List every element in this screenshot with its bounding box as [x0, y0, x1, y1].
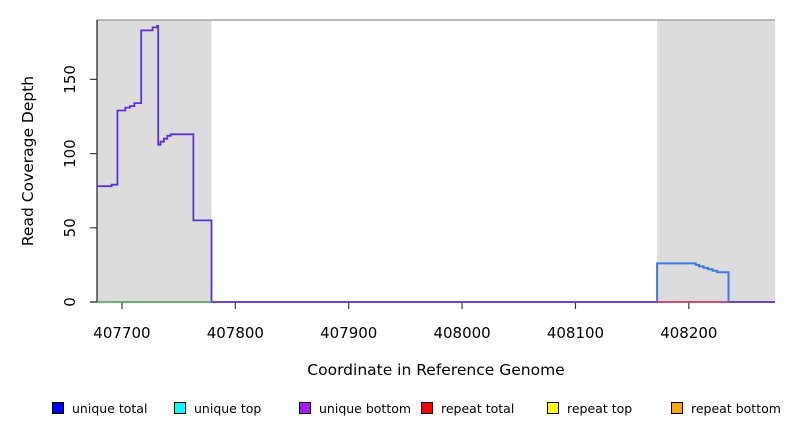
- legend-label: repeat top: [567, 400, 633, 416]
- legend-item-repeat-top: repeat top: [547, 399, 632, 417]
- series-unique-total: [656, 262, 730, 302]
- legend-label: repeat total: [441, 400, 515, 416]
- legend-swatch-icon: [52, 402, 64, 414]
- legend-swatch-icon: [174, 402, 186, 414]
- legend-label: repeat bottom: [691, 400, 781, 416]
- legend-swatch-icon: [421, 402, 433, 414]
- legend-item-repeat-total: repeat total: [421, 399, 514, 417]
- legend-label: unique total: [72, 400, 148, 416]
- repeat-region-left: [97, 20, 212, 302]
- repeat-region-right: [657, 20, 775, 302]
- legend-item-unique-total: unique total: [52, 399, 147, 417]
- plot-legend: unique total unique top unique bottom repea…: [0, 399, 792, 419]
- y-axis-tick-label: 0: [61, 297, 79, 307]
- legend-item-unique-top: unique top: [174, 399, 261, 417]
- x-axis-tick-label: 408100: [547, 324, 604, 342]
- x-axis-tick-label: 407800: [207, 324, 264, 342]
- legend-swatch-icon: [299, 402, 311, 414]
- y-axis-title: Read Coverage Depth: [19, 76, 37, 246]
- legend-swatch-icon: [547, 402, 559, 414]
- x-axis-tick-label: 408000: [433, 324, 490, 342]
- legend-label: unique top: [194, 400, 262, 416]
- x-axis-tick-label: 408200: [660, 324, 717, 342]
- series-unique-bottom: [97, 25, 775, 303]
- x-axis-tick-label: 407700: [93, 324, 150, 342]
- legend-item-unique-bottom: unique bottom: [299, 399, 411, 417]
- y-axis-tick-label: 150: [61, 65, 79, 94]
- legend-swatch-icon: [671, 402, 683, 414]
- y-axis-tick-label: 50: [61, 218, 79, 237]
- legend-label: unique bottom: [319, 400, 412, 416]
- x-axis-title: Coordinate in Reference Genome: [307, 361, 564, 379]
- x-axis-tick-label: 407900: [320, 324, 377, 342]
- legend-item-repeat-bottom: repeat bottom: [671, 399, 781, 417]
- y-axis-tick-label: 100: [61, 139, 79, 168]
